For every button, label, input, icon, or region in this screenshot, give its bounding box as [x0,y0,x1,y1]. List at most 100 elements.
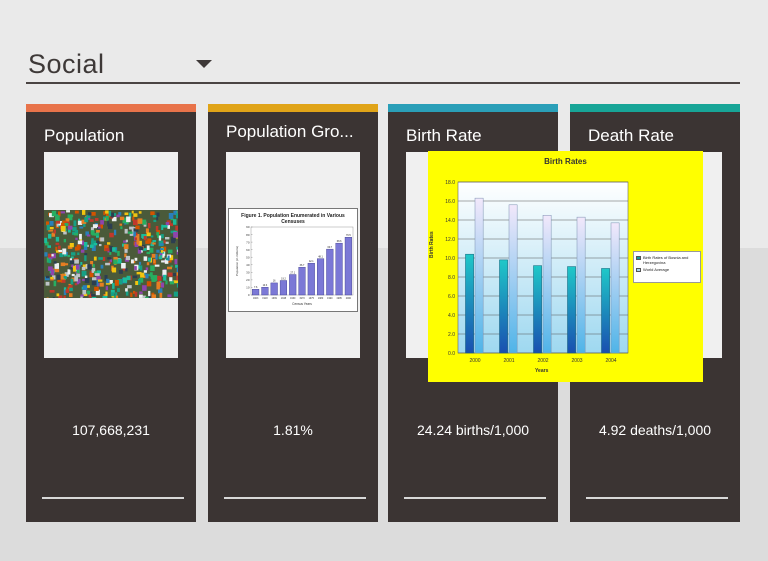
crowd-dot [50,277,54,281]
population-bar [344,237,352,296]
crowd-dot [55,242,60,245]
crowd-dot [80,296,83,298]
crowd-dot [117,288,120,292]
section-header[interactable]: Social [26,44,740,84]
crowd-dot [124,212,129,216]
chart-title: Birth Rates [544,157,587,166]
y-tick-label: 4.0 [448,313,455,319]
crowd-dot [67,269,71,275]
card-population-growth[interactable]: Population Gro... Figure 1. Population E… [208,104,378,522]
crowd-dot [84,253,88,256]
y-axis-label: Population (in millions) [235,246,239,276]
crowd-dot [169,255,174,261]
card-accent-bar [208,104,378,112]
crowd-dot [142,285,147,291]
crowd-dot [146,251,151,255]
crowd-dot [109,280,113,284]
crowd-dot [55,236,60,242]
x-tick-label: 1960 [290,297,296,300]
section-title: Social [28,49,105,79]
crowd-dot [76,267,80,274]
card-population[interactable]: Population 107,668,231 [26,104,196,522]
crowd-dot [170,230,175,234]
crowd-dot [74,259,79,264]
crowd-dot [94,271,98,275]
crowd-dot [122,217,127,224]
crowd-dot [81,240,85,246]
crowd-dot [167,266,172,270]
crowd-dot [169,281,175,285]
figure-title: Figure 1. Population Enumerated in Vario… [241,213,345,225]
crowd-dot [138,261,142,265]
crowd-dot [105,210,109,214]
y-tick-label: 6.0 [448,294,455,300]
crowd-dot [175,225,178,231]
x-tick-label: 2004 [605,358,616,364]
crowd-dot [131,210,134,214]
crowd-dot [165,280,168,285]
crowd-dot [158,256,163,260]
crowd-dot [134,266,137,271]
crowd-dot [160,282,165,288]
crowd-dot [60,211,66,214]
crowd-dot [111,216,117,222]
crowd-dot [156,212,160,217]
crowd-dot [100,220,104,225]
crowd-dot [110,292,115,297]
crowd-dot [46,221,49,226]
crowd-dot [155,254,158,260]
crowd-dot [45,281,50,286]
crowd-dot [64,223,68,226]
crowd-dot [44,276,50,281]
crowd-dot [45,275,50,279]
crowd-dot [176,250,178,255]
crowd-dot [64,272,69,277]
crowd-dot [67,214,73,221]
crowd-dot [108,210,112,217]
crowd-dot [51,210,57,217]
x-axis-label: Years [535,368,549,374]
y-tick-label: 18.0 [445,180,455,186]
card-divider [404,497,546,499]
crowd-dot [155,226,159,232]
crowd-dot [162,246,167,252]
crowd-dot [89,273,94,278]
crowd-dot [94,273,100,276]
crowd-dot [84,217,89,223]
crowd-dot [175,264,178,268]
crowd-dot [120,226,123,230]
crowd-dot [139,294,143,298]
x-tick-label: 2003 [571,358,582,364]
population-bar [261,287,269,296]
crowd-dot [48,257,53,260]
world-average-bar [542,215,552,354]
y-tick-label: 20 [246,278,250,282]
crowd-dot [68,285,73,288]
crowd-dot [165,241,169,244]
x-axis-label: Census Years [292,302,312,306]
crowd-dot [98,279,103,282]
birth-rate-bar-chart: 0.0 2.0 4.0 6.0 8.0 10.0 12.0 14.0 16.0 18.0 2000 2… [445,180,629,364]
crowd-dot [147,295,152,298]
crowd-dot [70,278,74,285]
crowd-dot [80,249,85,253]
dropdown-arrow-icon[interactable] [196,60,212,68]
birth-rate-chart-overlay[interactable]: Birth Rates Birth Rates Years 0.0 2.0 4.0 6… [428,151,703,382]
crowd-dot [167,255,170,261]
crowd-dot [71,252,76,256]
crowd-dot [130,292,133,298]
crowd-dot [65,218,70,222]
crowd-dot [105,262,110,266]
crowd-dot [96,230,100,233]
crowd-dot [81,219,87,224]
crowd-dot [50,276,54,279]
crowd-dot [107,257,112,260]
crowd-dot [133,228,139,232]
x-tick-label: 1990 [327,297,333,300]
data-label: 7.6 [254,286,258,289]
crowd-dot [125,288,128,292]
x-tick-label: 1980 [318,297,324,300]
crowd-dot [56,293,60,297]
crowd-dot [108,223,113,230]
crowd-dot [73,220,77,227]
